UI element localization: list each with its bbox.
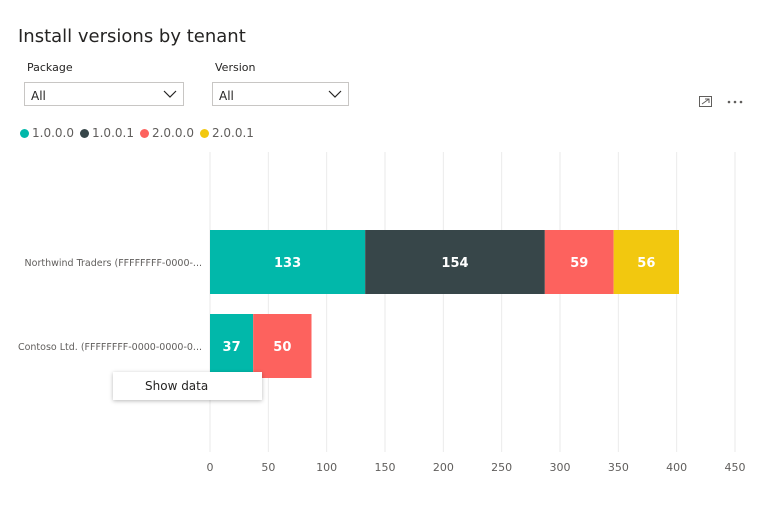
legend-label: 1.0.0.0 — [32, 126, 74, 140]
package-dropdown[interactable]: All — [24, 82, 184, 106]
data-label: 59 — [570, 256, 588, 271]
package-dropdown-value: All — [31, 89, 46, 103]
x-tick-label: 150 — [375, 461, 396, 474]
legend-item[interactable]: 1.0.0.0 — [20, 126, 74, 140]
chevron-down-icon — [163, 90, 177, 98]
page-title: Install versions by tenant — [18, 26, 246, 47]
x-tick-label: 0 — [207, 461, 214, 474]
data-label: 56 — [637, 256, 655, 271]
x-tick-label: 400 — [666, 461, 687, 474]
x-tick-label: 50 — [261, 461, 275, 474]
show-data-menu-item[interactable]: Show data — [145, 379, 209, 393]
legend-item[interactable]: 2.0.0.0 — [139, 126, 194, 140]
x-tick-label: 200 — [433, 461, 454, 474]
data-label: 37 — [223, 340, 241, 355]
version-dropdown-value: All — [219, 89, 234, 103]
package-slicer-label: Package — [27, 61, 73, 74]
bar-segment[interactable] — [613, 230, 679, 294]
x-tick-label: 450 — [725, 461, 746, 474]
x-tick-label: 250 — [491, 461, 512, 474]
version-slicer-label: Version — [215, 61, 256, 74]
data-label: 133 — [274, 256, 301, 271]
legend-item[interactable]: 1.0.0.1 — [79, 126, 134, 140]
bar-segment[interactable] — [253, 314, 312, 378]
bar-segment[interactable] — [210, 314, 254, 378]
chart-legend: 1.0.0.0 1.0.0.1 2.0.0.0 2.0.0.1 — [20, 126, 260, 140]
legend-marker — [199, 128, 209, 138]
category-label: Contoso Ltd. (FFFFFFFF-0000-0000-0... — [18, 342, 202, 353]
x-tick-label: 100 — [316, 461, 337, 474]
more-options-icon[interactable] — [726, 96, 744, 108]
chevron-down-icon — [328, 90, 342, 98]
bar-segment[interactable] — [544, 230, 614, 294]
category-label: Northwind Traders (FFFFFFFF-0000-... — [25, 258, 202, 269]
legend-item[interactable]: 2.0.0.1 — [199, 126, 254, 140]
legend-marker — [139, 128, 149, 138]
legend-marker — [20, 128, 29, 138]
context-menu[interactable]: Show data — [113, 372, 262, 400]
bar-segment[interactable] — [210, 230, 366, 294]
data-label: 154 — [441, 256, 468, 271]
bar-segment[interactable] — [365, 230, 545, 294]
x-tick-label: 300 — [550, 461, 571, 474]
legend-marker — [79, 128, 89, 138]
legend-label: 2.0.0.1 — [211, 126, 254, 140]
focus-mode-icon[interactable] — [698, 95, 714, 109]
x-tick-label: 350 — [608, 461, 629, 474]
version-dropdown[interactable]: All — [212, 82, 349, 106]
legend-label: 1.0.0.1 — [91, 126, 134, 140]
data-label: 50 — [273, 340, 291, 355]
legend-label: 2.0.0.0 — [151, 126, 194, 140]
